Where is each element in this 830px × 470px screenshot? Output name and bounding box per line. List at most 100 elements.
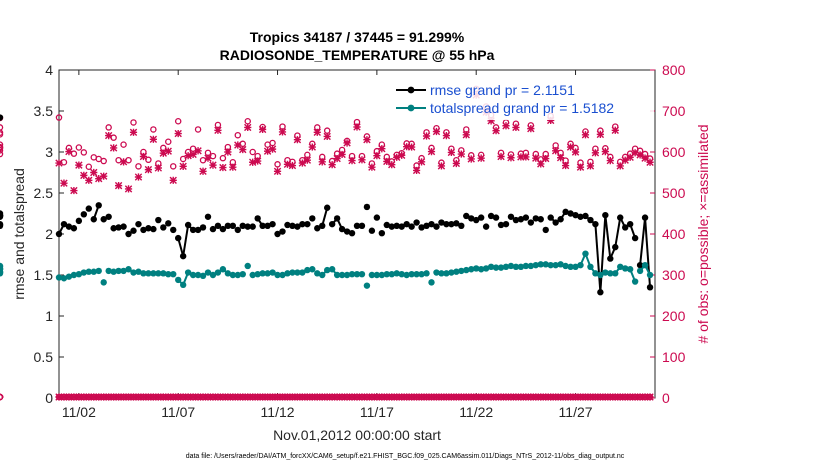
obs-assimilated-marker xyxy=(263,147,272,155)
obs-assimilated-marker xyxy=(631,393,639,401)
spread-point xyxy=(448,269,455,276)
obs-assimilated-marker xyxy=(348,156,356,165)
spread-point xyxy=(274,271,281,279)
obs-assimilated-marker xyxy=(55,159,63,167)
rmse-point xyxy=(284,221,291,229)
rmse-point xyxy=(612,243,619,251)
obs-assimilated-marker xyxy=(507,393,515,401)
obs-assimilated-marker xyxy=(204,154,212,162)
spread-point xyxy=(607,270,614,277)
obs-assimilated-marker xyxy=(60,179,68,187)
rmse-point xyxy=(552,219,559,226)
obs-assimilated-marker xyxy=(487,117,495,125)
rmse-point xyxy=(572,211,579,219)
spread-point xyxy=(284,270,291,277)
rmse-point xyxy=(145,225,152,232)
spread-point xyxy=(125,266,132,273)
spread-point xyxy=(492,264,500,271)
spread-point xyxy=(170,270,177,278)
obs-assimilated-marker xyxy=(303,156,312,164)
rmse-point xyxy=(383,221,390,229)
obs-assimilated-marker xyxy=(482,393,490,401)
spread-point xyxy=(70,271,78,279)
rmse-point xyxy=(636,261,644,269)
obs-assimilated-marker xyxy=(477,393,485,401)
rmse-point xyxy=(577,213,584,220)
rmse-point xyxy=(319,222,326,229)
rmse-point xyxy=(626,220,634,228)
obs-assimilated-marker xyxy=(402,142,411,151)
rmse-point xyxy=(388,223,395,230)
obs-assimilated-marker xyxy=(100,393,108,401)
obs-assimilated-marker xyxy=(323,393,331,401)
obs-assimilated-marker xyxy=(417,393,426,401)
rmse-point xyxy=(55,230,63,238)
obs-assimilated-marker xyxy=(571,393,580,401)
rmse-point xyxy=(304,220,311,228)
obs-assimilated-marker xyxy=(626,393,634,401)
obs-possible-marker xyxy=(120,141,127,148)
legend-rmse-label: rmse grand pr = 2.1151 xyxy=(430,82,575,98)
spread-point xyxy=(100,279,107,286)
spread-point xyxy=(0,268,4,275)
rmse-point xyxy=(194,226,202,234)
obs-assimilated-marker xyxy=(502,393,510,401)
obs-assimilated-marker xyxy=(437,393,446,401)
spread-point xyxy=(443,270,450,277)
rmse-point xyxy=(473,216,480,224)
spread-point xyxy=(463,266,470,274)
obs-possible-marker xyxy=(0,131,4,138)
obs-assimilated-marker xyxy=(442,131,451,140)
rmse-point xyxy=(219,225,227,233)
rmse-point xyxy=(170,226,177,234)
obs-assimilated-marker xyxy=(298,393,307,401)
rmse-point xyxy=(482,223,490,230)
spread-point xyxy=(587,263,594,270)
rmse-point xyxy=(244,223,251,230)
obs-assimilated-marker xyxy=(398,393,406,401)
obs-assimilated-marker xyxy=(244,123,252,132)
spread-point xyxy=(204,269,212,276)
obs-possible-marker xyxy=(0,393,4,401)
obs-assimilated-marker xyxy=(313,393,321,401)
obs-assimilated-marker xyxy=(258,125,267,134)
obs-assimilated-marker xyxy=(263,393,272,401)
spread-point xyxy=(507,262,515,270)
rmse-point xyxy=(0,220,4,228)
y-tick-label: 0.5 xyxy=(34,349,54,365)
rmse-point xyxy=(239,222,246,229)
obs-assimilated-marker xyxy=(383,157,391,166)
obs-assimilated-marker xyxy=(437,162,446,170)
rmse-point xyxy=(646,284,654,291)
obs-assimilated-marker xyxy=(90,168,98,177)
obs-assimilated-marker xyxy=(611,126,619,134)
legend-rmse-marker xyxy=(407,86,415,94)
obs-assimilated-marker xyxy=(303,393,312,401)
obs-assimilated-marker xyxy=(139,393,148,401)
obs-assimilated-marker xyxy=(571,148,580,156)
obs-assimilated-marker xyxy=(149,135,158,143)
spread-point xyxy=(497,264,505,271)
obs-assimilated-marker xyxy=(512,393,520,401)
right-y-tick-label: 500 xyxy=(662,185,686,201)
x-tick-label: 11/27 xyxy=(559,404,593,420)
obs-possible-marker xyxy=(0,144,4,152)
obs-assimilated-marker xyxy=(412,393,421,401)
legend: rmse grand pr = 2.1151 totalspread grand… xyxy=(392,80,654,120)
spread-point xyxy=(333,271,341,279)
obs-assimilated-marker xyxy=(343,139,351,147)
obs-assimilated-marker xyxy=(432,127,441,136)
rmse-point xyxy=(463,212,470,220)
right-y-tick-label: 100 xyxy=(662,349,686,365)
rmse-point xyxy=(264,222,271,229)
obs-assimilated-marker xyxy=(378,393,386,401)
obs-assimilated-marker xyxy=(154,164,163,172)
rmse-point xyxy=(229,222,237,229)
rmse-point xyxy=(497,221,505,229)
spread-point xyxy=(130,269,137,276)
obs-assimilated-marker xyxy=(253,393,262,401)
obs-assimilated-marker xyxy=(358,393,366,401)
obs-assimilated-marker xyxy=(388,393,396,401)
obs-assimilated-marker xyxy=(169,393,177,401)
obs-assimilated-marker xyxy=(313,128,321,137)
